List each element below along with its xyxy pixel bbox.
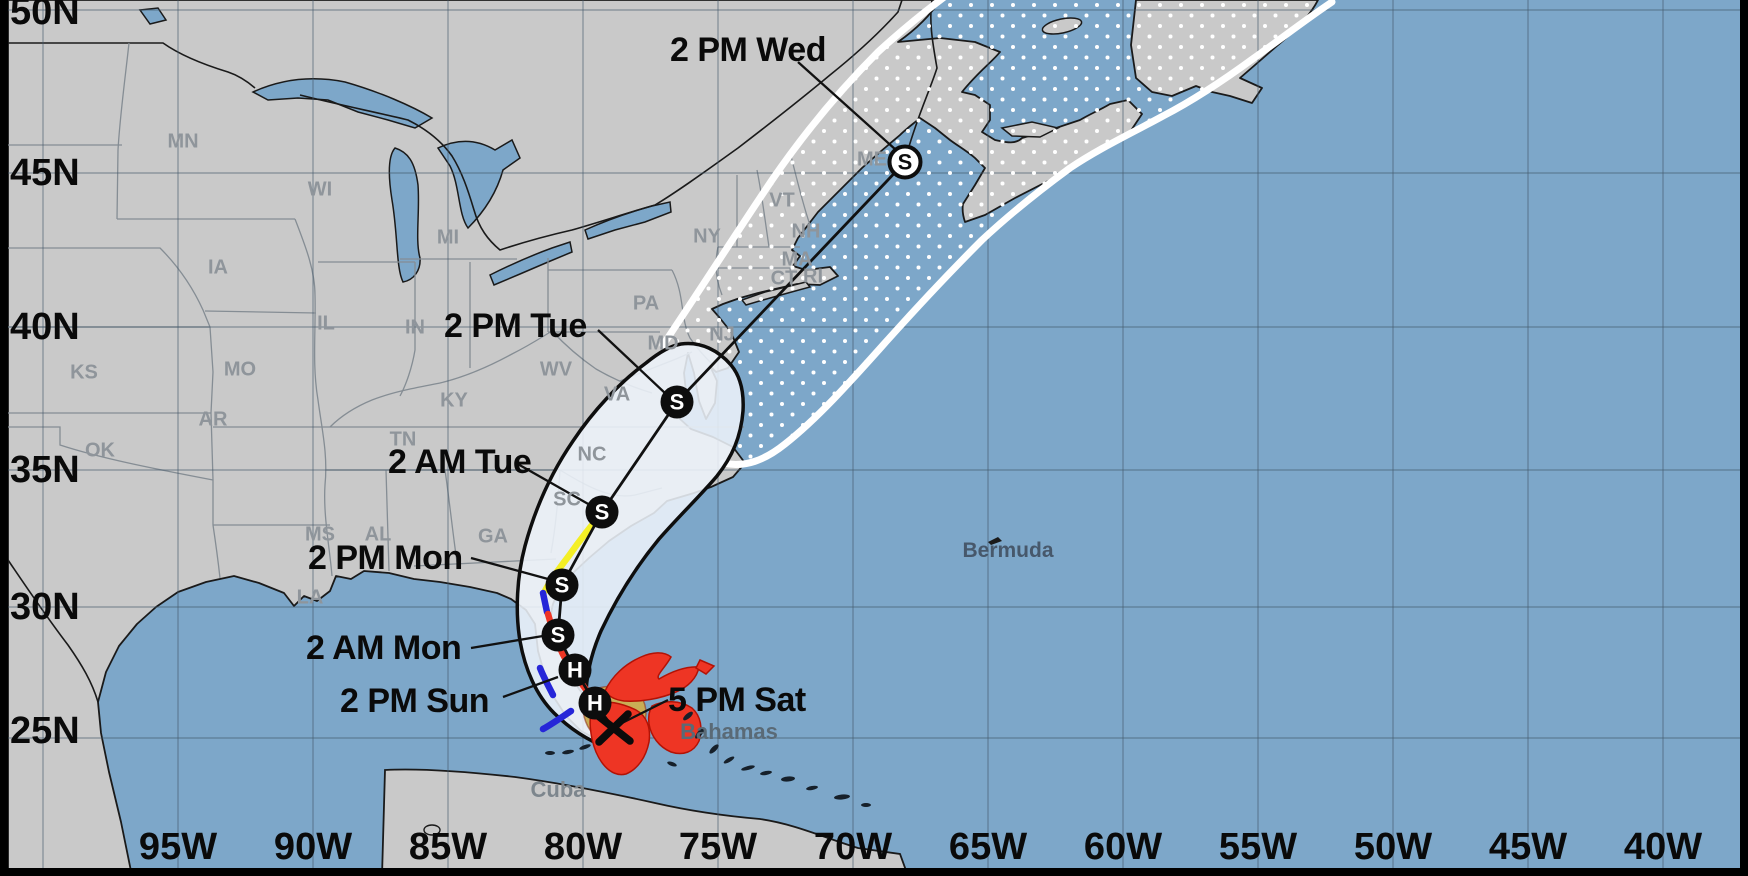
- time-label-2am-tue: 2 AM Tue: [388, 443, 532, 481]
- lon-label-45w: 45W: [1488, 826, 1568, 868]
- lon-label-95w: 95W: [138, 826, 218, 868]
- isle-of-youth: [423, 824, 441, 836]
- state-label-in: IN: [405, 316, 425, 339]
- lat-label-40n: 40N: [10, 306, 80, 348]
- state-label-ok: OK: [85, 439, 115, 462]
- lat-label-25n: 25N: [10, 710, 80, 752]
- lat-label-45n: 45N: [10, 152, 80, 194]
- place-label-bermuda: Bermuda: [962, 539, 1054, 562]
- state-label-nc: NC: [577, 443, 607, 466]
- lat-label-50n: 50N: [10, 0, 80, 33]
- time-label-5pm-sat: 5 PM Sat: [668, 681, 806, 719]
- state-label-nh: NH: [791, 220, 821, 243]
- time-label-2pm-wed: 2 PM Wed: [670, 31, 826, 69]
- state-label-ks: KS: [70, 361, 98, 384]
- time-label-2am-mon: 2 AM Mon: [306, 629, 462, 667]
- state-label-va: VA: [603, 383, 631, 406]
- cone-days1-3: [515, 341, 745, 750]
- graticule: [8, 0, 1740, 868]
- lon-label-85w: 85W: [408, 826, 488, 868]
- lat-label-35n: 35N: [10, 449, 80, 491]
- state-label-il: IL: [317, 312, 335, 335]
- map-border-left: [0, 0, 8, 876]
- lon-label-75w: 75W: [678, 826, 758, 868]
- lon-label-90w: 90W: [273, 826, 353, 868]
- lon-label-65w: 65W: [948, 826, 1028, 868]
- current-position-x-marker: [593, 710, 634, 746]
- state-label-la: LA: [296, 586, 324, 609]
- cone-extended-border: [659, 0, 1336, 468]
- state-label-nj: NJ: [709, 323, 735, 346]
- state-label-ct: CT: [770, 267, 798, 290]
- state-label-tn: TN: [389, 428, 417, 451]
- map-border-right: [1740, 0, 1748, 876]
- track-marker-h-intermediate: H: [578, 686, 612, 720]
- time-label-2pm-sun: 2 PM Sun: [340, 682, 490, 720]
- state-label-wi: WI: [307, 178, 333, 201]
- state-label-ri: RI: [803, 265, 823, 288]
- state-label-wv: WV: [539, 358, 573, 381]
- state-label-ny: NY: [693, 225, 721, 248]
- state-label-ar: AR: [198, 408, 228, 431]
- state-label-ga: GA: [478, 525, 508, 548]
- lon-label-50w: 50W: [1353, 826, 1433, 868]
- track-marker-s-2pm-mon: S: [545, 568, 579, 602]
- lon-label-60w: 60W: [1083, 826, 1163, 868]
- state-label-mi: MI: [436, 226, 460, 249]
- state-label-al: AL: [364, 523, 392, 546]
- hurricane-warning-areas: [589, 652, 716, 776]
- small-islands: [545, 711, 871, 807]
- track-marker-s-2am-tue: S: [585, 495, 619, 529]
- state-label-mo: MO: [223, 358, 257, 381]
- state-label-ma: MA: [781, 248, 813, 271]
- place-label-bahamas: Bahamas: [680, 719, 778, 744]
- bermuda-island: [988, 537, 1002, 545]
- label-leader-lines: [470, 61, 897, 725]
- lon-label-70w: 70W: [813, 826, 893, 868]
- state-label-md: MD: [647, 332, 679, 355]
- lon-label-55w: 55W: [1218, 826, 1298, 868]
- cuba-landmass: [381, 768, 909, 876]
- lat-label-30n: 30N: [10, 586, 80, 628]
- state-label-ky: KY: [440, 389, 468, 412]
- track-marker-s-2pm-wed: S: [887, 144, 923, 180]
- state-label-ia: IA: [208, 256, 228, 279]
- lon-label-40w: 40W: [1623, 826, 1703, 868]
- great-lakes: [138, 7, 672, 286]
- state-label-vt: VT: [769, 189, 795, 212]
- state-label-ms: MS: [305, 523, 335, 546]
- lon-label-80w: 80W: [543, 826, 623, 868]
- time-label-2pm-tue: 2 PM Tue: [444, 307, 587, 345]
- track-marker-s-2am-mon: S: [541, 618, 575, 652]
- track-marker-s-2pm-tue: S: [660, 385, 694, 419]
- state-label-mn: MN: [167, 130, 199, 153]
- state-label-me: ME: [857, 148, 887, 171]
- ts-warning-segment-south: [539, 707, 575, 733]
- ts-warning-segment-north: [539, 589, 551, 616]
- place-label-cuba: Cuba: [530, 777, 586, 802]
- state-label-sc: SC: [553, 488, 581, 511]
- state-label-pa: PA: [632, 292, 660, 315]
- time-label-2pm-mon: 2 PM Mon: [308, 539, 463, 577]
- track-marker-h-2pm-sun: H: [558, 653, 592, 687]
- map-border-bottom: [0, 868, 1748, 876]
